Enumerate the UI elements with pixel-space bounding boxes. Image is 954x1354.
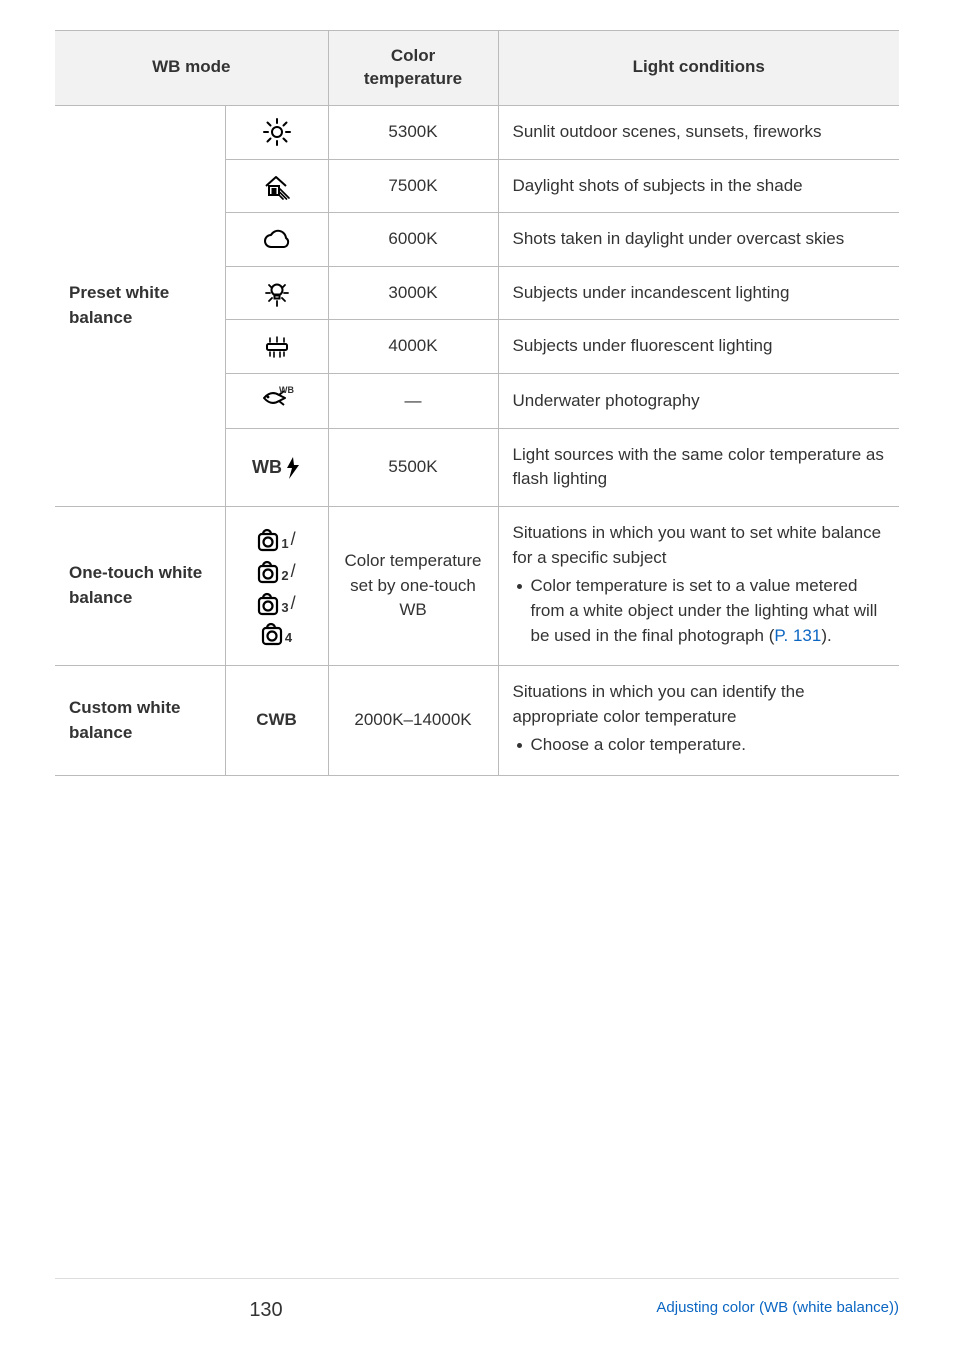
one-touch-icon-2 <box>257 560 281 584</box>
incandescent-icon <box>263 279 291 307</box>
page-footer: 130 Adjusting color (WB (white balance)) <box>0 1278 954 1322</box>
preset-temp-4: 4000K <box>328 320 498 374</box>
onetouch-page-link[interactable]: P. 131 <box>774 626 821 645</box>
preset-desc-0: Sunlit outdoor scenes, sunsets, firework… <box>498 105 899 159</box>
custom-desc: Situations in which you can identify the… <box>498 666 899 776</box>
wb-mode-table: WB mode Color temperature Light conditio… <box>55 30 899 776</box>
header-light: Light conditions <box>498 31 899 106</box>
onetouch-label: One-touch white balance <box>55 507 225 666</box>
breadcrumb: Adjusting color (WB (white balance)) <box>477 1299 899 1322</box>
preset-temp-2: 6000K <box>328 213 498 267</box>
preset-desc-6: Light sources with the same color temper… <box>498 428 899 506</box>
preset-desc-1: Daylight shots of subjects in the shade <box>498 159 899 213</box>
preset-label: Preset white balance <box>55 105 225 506</box>
preset-temp-1: 7500K <box>328 159 498 213</box>
preset-desc-5: Underwater photography <box>498 374 899 429</box>
preset-icon-sun <box>225 105 328 159</box>
preset-temp-3: 3000K <box>328 266 498 320</box>
preset-temp-5: — <box>328 374 498 429</box>
preset-desc-3: Subjects under incandescent lighting <box>498 266 899 320</box>
preset-desc-4: Subjects under fluorescent lighting <box>498 320 899 374</box>
preset-temp-6: 5500K <box>328 428 498 506</box>
one-touch-icon-3 <box>257 592 281 616</box>
shade-icon <box>262 172 292 200</box>
custom-icon: CWB <box>225 666 328 776</box>
preset-desc-2: Shots taken in daylight under overcast s… <box>498 213 899 267</box>
preset-icon-fluorescent <box>225 320 328 374</box>
wb-flash-text: WB <box>252 454 282 480</box>
preset-icon-shade <box>225 159 328 213</box>
one-touch-icon-4 <box>261 622 285 646</box>
header-wb-mode: WB mode <box>55 31 328 106</box>
custom-intro: Situations in which you can identify the… <box>513 682 805 726</box>
flash-icon <box>283 455 301 479</box>
preset-icon-underwater: WB <box>225 374 328 429</box>
onetouch-desc: Situations in which you want to set whit… <box>498 507 899 666</box>
header-color-temp: Color temperature <box>328 31 498 106</box>
sun-icon <box>263 118 291 146</box>
fluorescent-icon <box>263 335 291 359</box>
onetouch-icons: 1/ 2/ 3/ 4 <box>225 507 328 666</box>
preset-icon-wb-flash: WB <box>225 428 328 506</box>
preset-icon-incandescent <box>225 266 328 320</box>
breadcrumb-link[interactable]: Adjusting color (WB (white balance)) <box>656 1299 899 1316</box>
custom-label: Custom white balance <box>55 666 225 776</box>
one-touch-icon-1 <box>257 528 281 552</box>
custom-temp: 2000K–14000K <box>328 666 498 776</box>
cloud-icon <box>262 226 292 252</box>
onetouch-temp: Color temperature set by one-touch WB <box>328 507 498 666</box>
underwater-wb-label: WB <box>279 384 294 397</box>
preset-temp-0: 5300K <box>328 105 498 159</box>
page-number: 130 <box>55 1299 477 1322</box>
custom-bullet: Choose a color temperature. <box>513 733 885 758</box>
onetouch-intro: Situations in which you want to set whit… <box>513 523 882 567</box>
cwb-text: CWB <box>256 710 297 729</box>
onetouch-after-link: ). <box>821 626 831 645</box>
preset-icon-cloud <box>225 213 328 267</box>
